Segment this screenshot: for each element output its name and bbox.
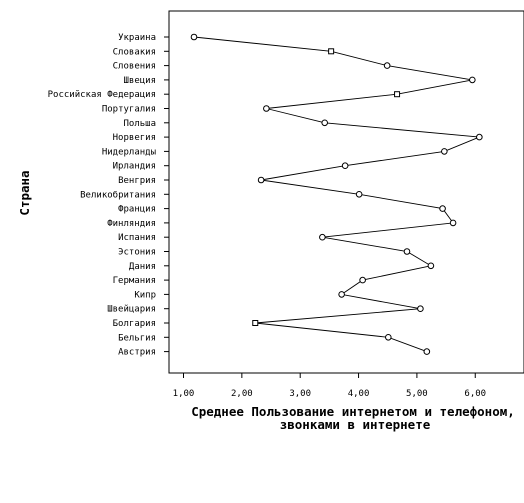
data-point-marker (355, 191, 363, 198)
data-point-marker (263, 105, 270, 112)
data-point-marker (417, 305, 424, 313)
category-label: Германия (113, 276, 156, 286)
markers (190, 33, 483, 355)
data-point-marker (321, 119, 329, 127)
category-label: Финляндия (107, 219, 156, 229)
data-point-marker (319, 233, 326, 241)
category-label: Швейцария (107, 305, 156, 315)
category-label: Венгрия (118, 176, 156, 186)
plot-area (168, 10, 524, 374)
category-label: Португалия (102, 105, 156, 115)
data-point-marker (476, 133, 483, 141)
category-labels: Украина Словакия Словения Швеция Российская … (48, 33, 156, 358)
data-point-marker (403, 248, 411, 255)
data-point-marker (441, 148, 448, 155)
x-tick-label: 4,00 (348, 389, 370, 399)
category-label: Болгария (113, 319, 156, 329)
data-point-marker (359, 276, 366, 284)
category-label: Российская Федерация (48, 90, 156, 100)
category-label: Украина (118, 33, 156, 43)
data-point-marker (338, 291, 345, 298)
x-tick-label: 5,00 (406, 389, 428, 399)
data-point-marker (385, 334, 392, 341)
data-point-marker (469, 76, 476, 84)
x-axis-title-line-1: Среднее Пользование интернетом и телефон… (191, 404, 515, 419)
category-label: Словения (113, 62, 156, 72)
category-label: Австрия (118, 348, 156, 358)
x-tick-label: 3,00 (289, 389, 311, 399)
category-label: Польша (123, 119, 156, 129)
data-point-marker (439, 205, 446, 212)
data-point-marker (257, 176, 265, 184)
data-point-marker (427, 262, 435, 270)
category-label: Эстония (118, 248, 156, 258)
category-label: Норвегия (113, 133, 156, 143)
category-label: Кипр (134, 290, 156, 300)
category-label: Ирландия (113, 162, 156, 172)
category-label: Великобритания (80, 189, 156, 200)
category-label: Нидерланды (102, 147, 156, 157)
x-axis-title-line-2: звонками в интернете (280, 417, 431, 432)
category-ticks (164, 36, 169, 353)
data-point-marker (394, 91, 401, 98)
data-point-marker (328, 48, 335, 55)
category-label: Бельгия (118, 333, 156, 343)
data-point-marker (341, 162, 349, 169)
x-tick-label: 6,00 (464, 389, 486, 399)
x-tick-label: 2,00 (231, 389, 253, 399)
y-axis-title: Страна (17, 170, 32, 215)
category-label: Швеция (123, 76, 156, 86)
x-tick-label: 1,00 (173, 389, 195, 399)
data-point-marker (190, 33, 198, 41)
data-point-marker (423, 348, 431, 355)
category-label: Испания (118, 233, 156, 243)
category-label: Дания (129, 262, 156, 272)
x-axis-tick-labels: 1,002,003,004,005,006,007, (173, 389, 486, 399)
category-label: Словакия (113, 47, 156, 57)
data-point-marker (252, 320, 259, 326)
data-point-marker (383, 62, 391, 69)
data-point-marker (449, 219, 457, 227)
x-axis-ticks (183, 373, 476, 378)
category-label: Франция (118, 205, 156, 215)
